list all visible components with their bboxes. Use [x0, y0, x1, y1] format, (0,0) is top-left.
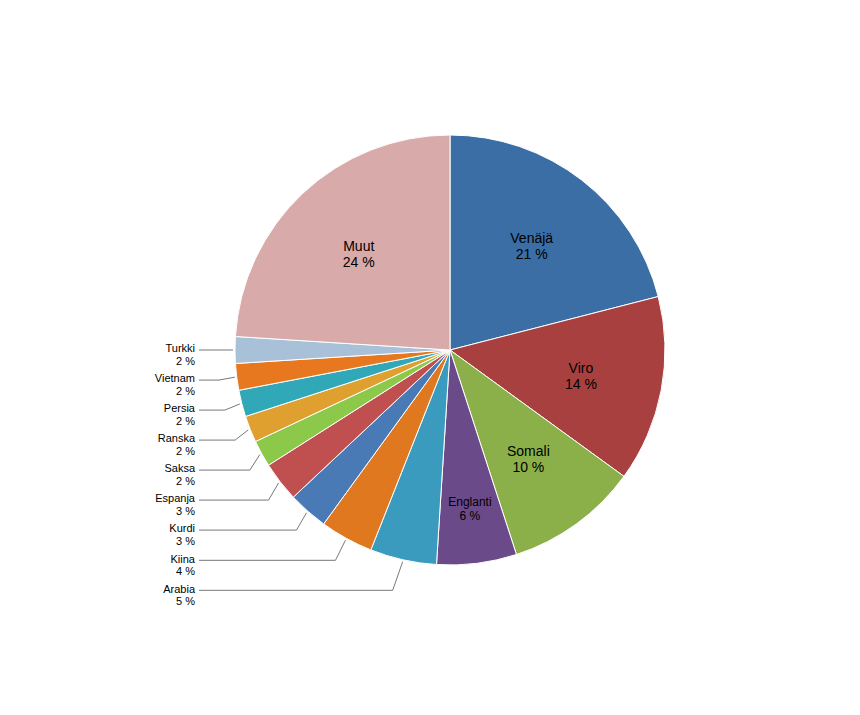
slices [235, 135, 665, 565]
category-label: Kiina [171, 553, 196, 565]
inside-label: Somali10 % [507, 443, 550, 475]
category-label: Muut [343, 238, 374, 254]
leader-line [199, 430, 248, 440]
leader-line [199, 377, 235, 380]
category-label: Viro [569, 360, 594, 376]
inside-label: Venäjä21 % [510, 230, 553, 262]
outside-label: Saksa2 % [164, 462, 195, 487]
outside-label: Persia2 % [164, 402, 196, 427]
leader-line [199, 404, 240, 410]
category-label: Turkki [165, 342, 195, 354]
leader-line [199, 350, 233, 351]
value-label: 2 % [176, 445, 195, 457]
category-label: Somali [507, 443, 550, 459]
category-label: Arabia [163, 583, 196, 595]
pie: Venäjä21 % Viro14 % Somali10 % Englanti6 % M… [155, 135, 665, 607]
value-label: 6 % [460, 509, 481, 523]
outside-label: Kurdi3 % [169, 522, 195, 547]
outside-label: Espanja3 % [155, 492, 196, 517]
value-label: 5 % [176, 595, 195, 607]
value-label: 21 % [516, 246, 548, 262]
category-label: Kurdi [169, 522, 195, 534]
category-label: Espanja [155, 492, 196, 504]
value-label: 24 % [343, 254, 375, 270]
category-label: Englanti [448, 495, 491, 509]
outside-label: Vietnam2 % [155, 372, 195, 397]
inside-label: Muut24 % [343, 238, 375, 270]
inside-label: Viro14 % [565, 360, 597, 392]
value-label: 10 % [512, 459, 544, 475]
data-labels: Venäjä21 % Viro14 % Somali10 % Englanti6 % M… [155, 230, 597, 608]
value-label: 2 % [176, 415, 195, 427]
chart: Venäjä21 % Viro14 % Somali10 % Englanti6 % M… [0, 0, 860, 715]
outside-label: Arabia5 % [163, 583, 196, 608]
inside-label: Englanti6 % [448, 495, 491, 523]
category-label: Persia [164, 402, 196, 414]
category-label: Ranska [158, 432, 196, 444]
outside-label: Ranska2 % [158, 432, 196, 457]
leader-line [199, 483, 279, 500]
slice [437, 350, 517, 565]
value-label: 2 % [176, 475, 195, 487]
leader-line [199, 562, 403, 591]
slice [235, 135, 450, 350]
value-label: 14 % [565, 376, 597, 392]
value-label: 4 % [176, 565, 195, 577]
leader-line [199, 540, 345, 560]
leader-line [199, 513, 306, 530]
value-label: 3 % [176, 535, 195, 547]
leader-line [199, 455, 260, 471]
outside-label: Turkki2 % [165, 342, 195, 367]
category-label: Saksa [164, 462, 195, 474]
outside-label: Kiina4 % [171, 553, 196, 578]
category-label: Vietnam [155, 372, 195, 384]
value-label: 2 % [176, 385, 195, 397]
value-label: 2 % [176, 355, 195, 367]
category-label: Venäjä [510, 230, 553, 246]
value-label: 3 % [176, 505, 195, 517]
